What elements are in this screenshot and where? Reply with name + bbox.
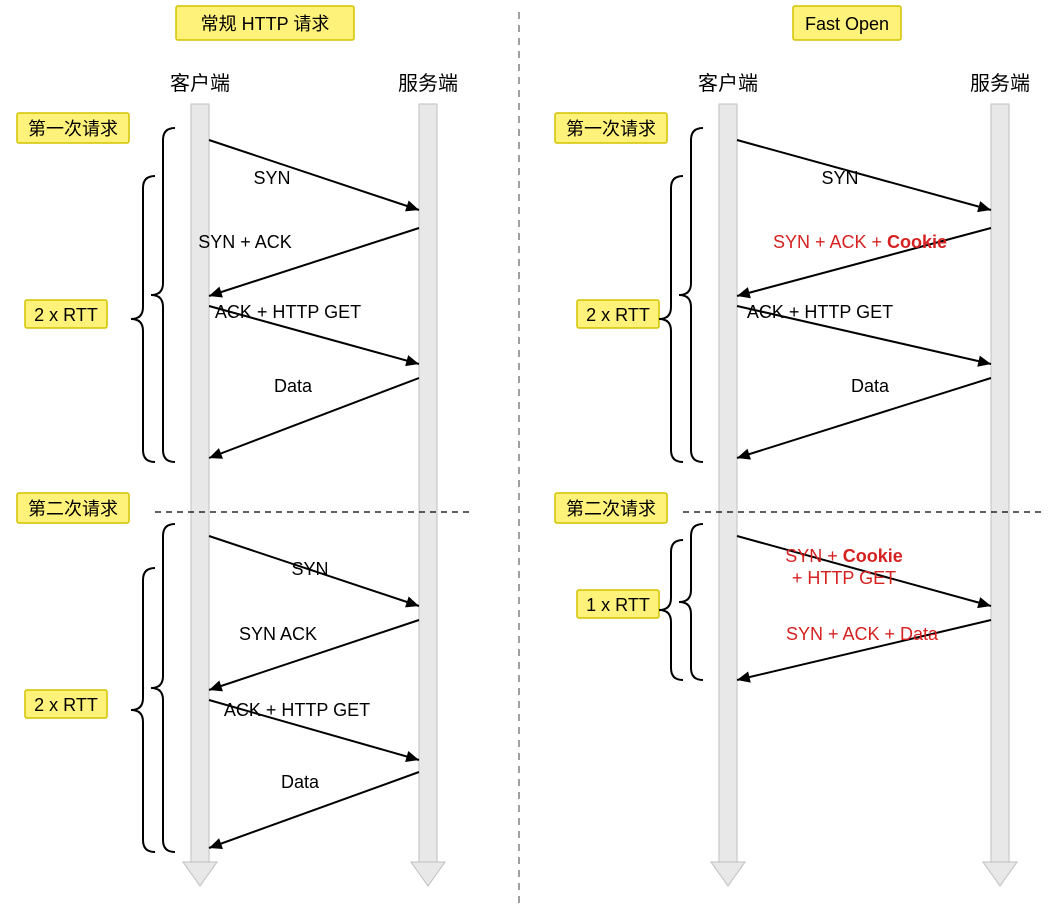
left-section1-msg0-label: SYN bbox=[253, 168, 290, 188]
right-section1-badge-label: 第一次请求 bbox=[566, 119, 656, 139]
left-server-lifeline bbox=[419, 104, 437, 862]
right-server-label: 服务端 bbox=[970, 72, 1030, 95]
left-section2-badge-label: 第二次请求 bbox=[28, 499, 118, 519]
left-section1-msg1-label: SYN + ACK bbox=[198, 232, 292, 252]
left-section2-msg0-label: SYN bbox=[291, 559, 328, 579]
right-section2-badge-label: 第二次请求 bbox=[566, 499, 656, 519]
left-section2-rtt-badge-label: 2 x RTT bbox=[34, 695, 98, 715]
left-section1-msg2-label: ACK + HTTP GET bbox=[215, 302, 361, 322]
right-section1-msg2-label: ACK + HTTP GET bbox=[747, 302, 893, 322]
left-section2-msg3-label: Data bbox=[281, 772, 320, 792]
left-section1-msg3-label: Data bbox=[274, 376, 313, 396]
canvas-bg bbox=[0, 0, 1052, 918]
left-client-label: 客户端 bbox=[170, 72, 230, 95]
right-section2-rtt-badge-label: 1 x RTT bbox=[586, 595, 650, 615]
right-section1-rtt-badge-label: 2 x RTT bbox=[586, 305, 650, 325]
right-section1-msg3-label: Data bbox=[851, 376, 890, 396]
right-title-box-label: Fast Open bbox=[805, 14, 889, 34]
left-title-box-label: 常规 HTTP 请求 bbox=[201, 14, 330, 34]
right-server-lifeline bbox=[991, 104, 1009, 862]
right-section2-msg1-label: SYN + ACK + Data bbox=[786, 624, 939, 644]
left-section2-msg1-label: SYN ACK bbox=[239, 624, 317, 644]
right-section1-msg1-label: SYN + ACK + Cookie bbox=[773, 232, 947, 252]
left-section1-badge-label: 第一次请求 bbox=[28, 119, 118, 139]
left-client-lifeline bbox=[191, 104, 209, 862]
right-client-label: 客户端 bbox=[698, 72, 758, 95]
left-section2-msg2-label: ACK + HTTP GET bbox=[224, 700, 370, 720]
left-section1-rtt-badge-label: 2 x RTT bbox=[34, 305, 98, 325]
right-section1-msg0-label: SYN bbox=[821, 168, 858, 188]
right-client-lifeline bbox=[719, 104, 737, 862]
sequence-diagram: 常规 HTTP 请求客户端 服务端第一次请求 2 x RTT SYN SYN + ACK… bbox=[0, 0, 1052, 918]
left-server-label: 服务端 bbox=[398, 72, 458, 95]
